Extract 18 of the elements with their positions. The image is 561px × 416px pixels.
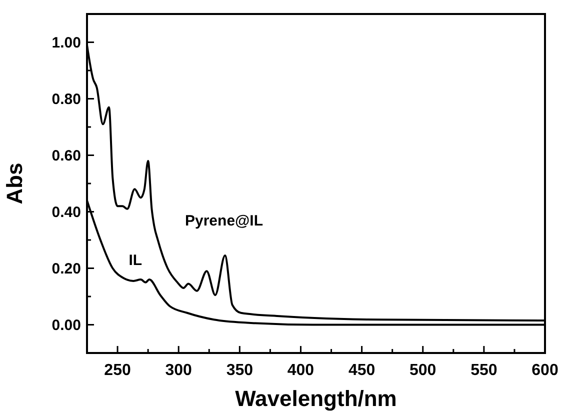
- y-tick-label: 0.00: [52, 317, 81, 334]
- y-tick-label: 1.00: [52, 34, 81, 52]
- y-tick-label: 0.40: [52, 204, 81, 221]
- x-tick-label: 450: [348, 362, 376, 379]
- series-label: Pyrene@IL: [185, 212, 264, 230]
- x-tick-label: 400: [287, 362, 314, 379]
- series-label: IL: [128, 252, 142, 269]
- y-tick-label: 0.60: [52, 148, 81, 164]
- x-tick-label: 300: [165, 362, 192, 379]
- x-tick-label: 350: [226, 362, 254, 379]
- x-tick-label: 550: [470, 362, 498, 379]
- x-tick-label: 500: [410, 362, 436, 379]
- x-axis-title: Wavelength/nm: [235, 386, 397, 411]
- x-tick-label: 600: [532, 362, 558, 379]
- y-tick-label: 0.80: [52, 91, 81, 108]
- x-tick-label: 250: [104, 362, 131, 379]
- y-tick-label: 0.20: [52, 260, 81, 278]
- y-axis-title: Abs: [2, 162, 27, 204]
